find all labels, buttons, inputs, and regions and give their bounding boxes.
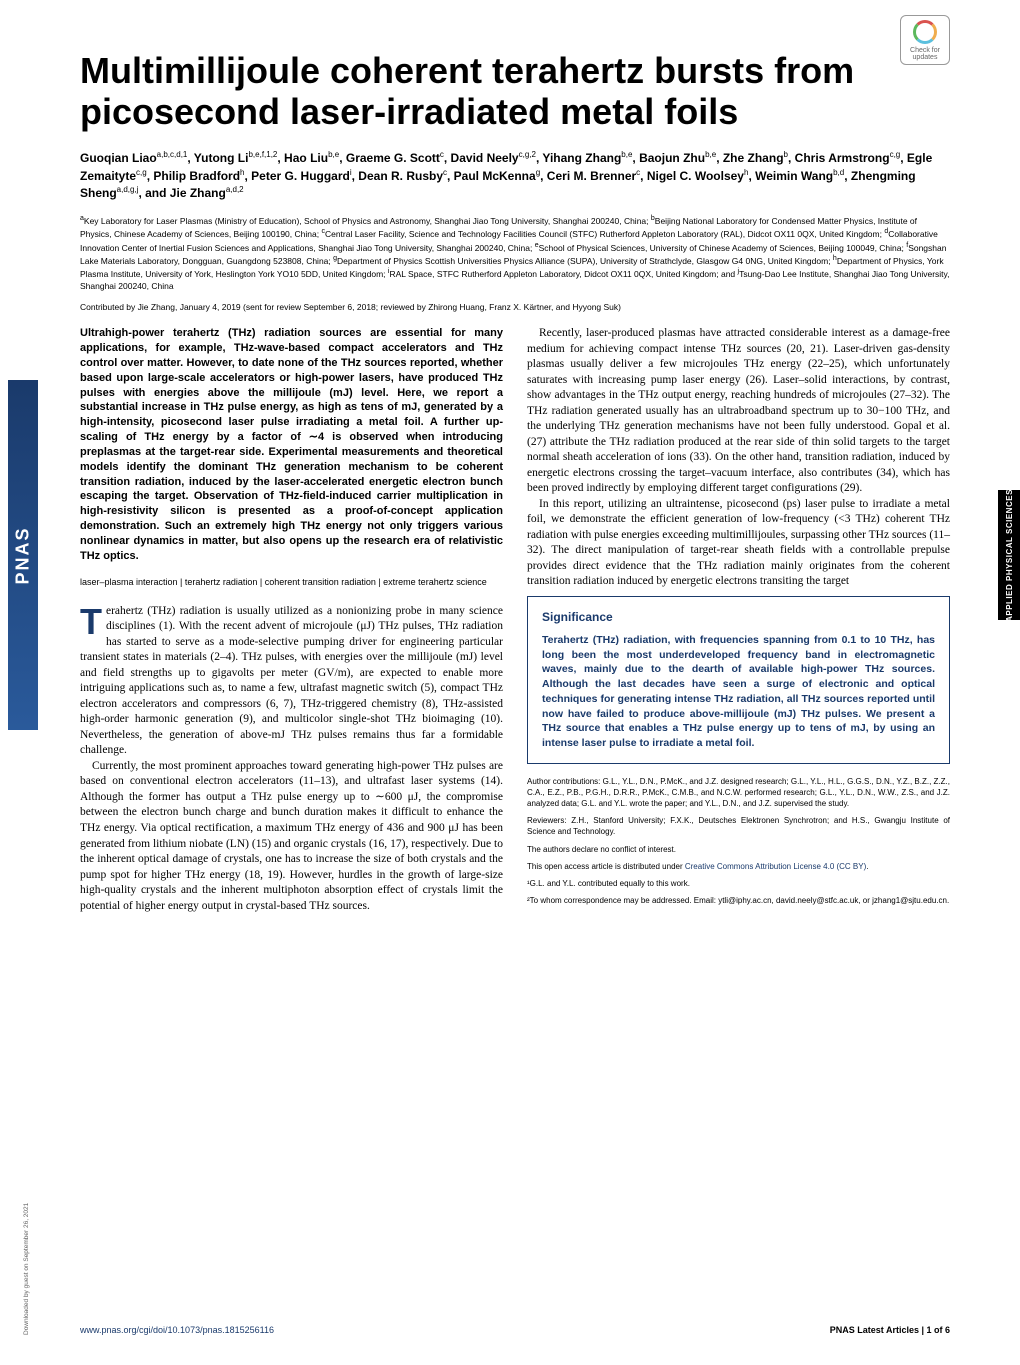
affiliations: aKey Laboratory for Laser Plasmas (Minis… bbox=[80, 214, 950, 292]
footnote-contributions: Author contributions: G.L., Y.L., D.N., … bbox=[527, 776, 950, 810]
footnote-note1: ¹G.L. and Y.L. contributed equally to th… bbox=[527, 878, 950, 889]
footnotes: Author contributions: G.L., Y.L., D.N., … bbox=[527, 776, 950, 907]
crossmark-badge[interactable]: Check for updates bbox=[900, 15, 950, 65]
crossmark-top: Check for bbox=[910, 47, 940, 54]
footnote-license: This open access article is distributed … bbox=[527, 861, 950, 872]
significance-title: Significance bbox=[542, 609, 935, 625]
significance-box: Significance Terahertz (THz) radiation, … bbox=[527, 596, 950, 764]
section-tab-text: APPLIED PHYSICAL SCIENCES bbox=[1005, 489, 1014, 622]
right-column: Recently, laser-produced plasmas have at… bbox=[527, 326, 950, 914]
article-title: Multimillijoule coherent terahertz burst… bbox=[80, 50, 950, 133]
license-link[interactable]: Creative Commons Attribution License 4.0… bbox=[685, 862, 866, 871]
section-tab: APPLIED PHYSICAL SCIENCES bbox=[998, 490, 1020, 620]
significance-body: Terahertz (THz) radiation, with frequenc… bbox=[542, 633, 935, 751]
footnote-reviewers: Reviewers: Z.H., Stanford University; F.… bbox=[527, 815, 950, 837]
page-number: PNAS Latest Articles | 1 of 6 bbox=[830, 1325, 950, 1335]
crossmark-icon bbox=[913, 20, 937, 44]
dropcap: T bbox=[80, 604, 106, 638]
left-p2: Currently, the most prominent approaches… bbox=[80, 759, 503, 914]
contributed-line: Contributed by Jie Zhang, January 4, 201… bbox=[80, 302, 950, 312]
authors: Guoqian Liaoa,b,c,d,1, Yutong Lib,e,f,1,… bbox=[80, 149, 950, 202]
crossmark-bottom: updates bbox=[913, 54, 938, 61]
abstract: Ultrahigh-power terahertz (THz) radiatio… bbox=[80, 326, 503, 564]
body-text-right: Recently, laser-produced plasmas have at… bbox=[527, 326, 950, 590]
doi-link[interactable]: www.pnas.org/cgi/doi/10.1073/pnas.181525… bbox=[80, 1325, 274, 1335]
left-p1: erahertz (THz) radiation is usually util… bbox=[80, 605, 503, 757]
right-p1: Recently, laser-produced plasmas have at… bbox=[527, 326, 950, 497]
two-column-layout: Ultrahigh-power terahertz (THz) radiatio… bbox=[80, 326, 950, 914]
download-note: Downloaded by guest on September 26, 202… bbox=[23, 1203, 30, 1335]
right-p2: In this report, utilizing an ultraintens… bbox=[527, 497, 950, 590]
left-column: Ultrahigh-power terahertz (THz) radiatio… bbox=[80, 326, 503, 914]
body-text-left: Terahertz (THz) radiation is usually uti… bbox=[80, 604, 503, 914]
footnote-note2: ²To whom correspondence may be addressed… bbox=[527, 895, 950, 906]
keywords: laser–plasma interaction | terahertz rad… bbox=[80, 576, 503, 588]
footnote-conflict: The authors declare no conflict of inter… bbox=[527, 844, 950, 855]
journal-name: PNAS bbox=[13, 526, 34, 584]
journal-sidebar: PNAS bbox=[8, 380, 38, 730]
page-footer: www.pnas.org/cgi/doi/10.1073/pnas.181525… bbox=[80, 1325, 950, 1335]
